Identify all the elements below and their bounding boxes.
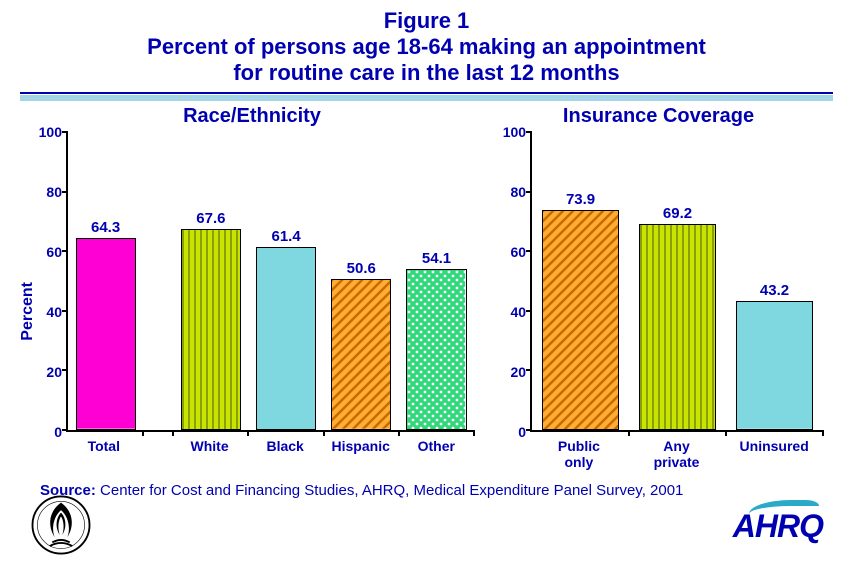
y-tick-label: 0 <box>494 424 526 440</box>
plot-left: 64.367.661.450.654.1 <box>66 132 474 432</box>
x-category-label: Hispanic <box>323 438 399 454</box>
y-tick-label: 0 <box>30 424 62 440</box>
y-tick-label: 40 <box>494 304 526 320</box>
ahrq-logo: AHRQ <box>733 494 823 561</box>
x-category-label: Anyprivate <box>628 438 726 470</box>
bar-slot: 64.3 <box>68 132 143 430</box>
x-category-label: White <box>172 438 248 454</box>
bar-value-label: 43.2 <box>760 282 789 299</box>
bar: 69.2 <box>639 224 717 430</box>
y-axis-right: 020406080100 <box>494 132 530 432</box>
bar-value-label: 50.6 <box>347 260 376 277</box>
bar-value-label: 64.3 <box>91 219 120 236</box>
bar-value-label: 73.9 <box>566 191 595 208</box>
bar: 43.2 <box>736 301 814 430</box>
title-line-1: Figure 1 <box>0 8 853 34</box>
bar-value-label: 69.2 <box>663 205 692 222</box>
charts-row: Race/Ethnicity Percent 020406080100 64.3… <box>0 105 853 470</box>
bar-slot: 43.2 <box>726 132 823 430</box>
bar-slot: 73.9 <box>532 132 629 430</box>
x-category-label: Total <box>66 438 142 454</box>
ahrq-swoosh-icon <box>749 500 819 514</box>
y-tick-label: 20 <box>30 364 62 380</box>
x-category-label: Black <box>247 438 323 454</box>
chart-right-title: Insurance Coverage <box>494 105 823 128</box>
y-tick-label: 40 <box>30 304 62 320</box>
title-line-3: for routine care in the last 12 months <box>0 60 853 86</box>
bar: 54.1 <box>406 269 466 430</box>
bar: 50.6 <box>331 279 391 430</box>
y-axis-left: 020406080100 <box>30 132 66 432</box>
chart-left-title: Race/Ethnicity <box>30 105 474 128</box>
y-tick-label: 100 <box>30 124 62 140</box>
bar-slot: 54.1 <box>399 132 474 430</box>
x-labels-right: PubliconlyAnyprivateUninsured <box>530 438 823 470</box>
plot-right: 73.969.243.2 <box>530 132 823 432</box>
x-labels-left: Total WhiteBlackHispanicOther <box>66 438 474 454</box>
hhs-logo-icon <box>30 494 92 561</box>
bar-slot: 50.6 <box>324 132 399 430</box>
chart-insurance-coverage: Insurance Coverage 020406080100 73.969.2… <box>494 105 823 470</box>
x-category-label: Uninsured <box>725 438 823 470</box>
chart-race-ethnicity: Race/Ethnicity Percent 020406080100 64.3… <box>30 105 474 470</box>
bar-slot: 67.6 <box>173 132 248 430</box>
x-category-label: Publiconly <box>530 438 628 470</box>
y-tick-label: 60 <box>494 244 526 260</box>
title-rule <box>20 92 833 101</box>
x-category-label: Other <box>398 438 474 454</box>
y-tick-label: 100 <box>494 124 526 140</box>
bar-slot: 61.4 <box>248 132 323 430</box>
bar-slot: 69.2 <box>629 132 726 430</box>
bar: 67.6 <box>181 229 241 430</box>
bar-value-label: 67.6 <box>196 210 225 227</box>
y-tick-label: 80 <box>30 184 62 200</box>
bar: 61.4 <box>256 247 316 430</box>
y-tick-label: 80 <box>494 184 526 200</box>
title-line-2: Percent of persons age 18-64 making an a… <box>0 34 853 60</box>
bar-value-label: 61.4 <box>271 228 300 245</box>
y-tick-label: 20 <box>494 364 526 380</box>
y-tick-label: 60 <box>30 244 62 260</box>
bar: 73.9 <box>542 210 620 430</box>
figure-title: Figure 1 Percent of persons age 18-64 ma… <box>0 0 853 86</box>
bar: 64.3 <box>76 238 136 430</box>
bar-value-label: 54.1 <box>422 250 451 267</box>
